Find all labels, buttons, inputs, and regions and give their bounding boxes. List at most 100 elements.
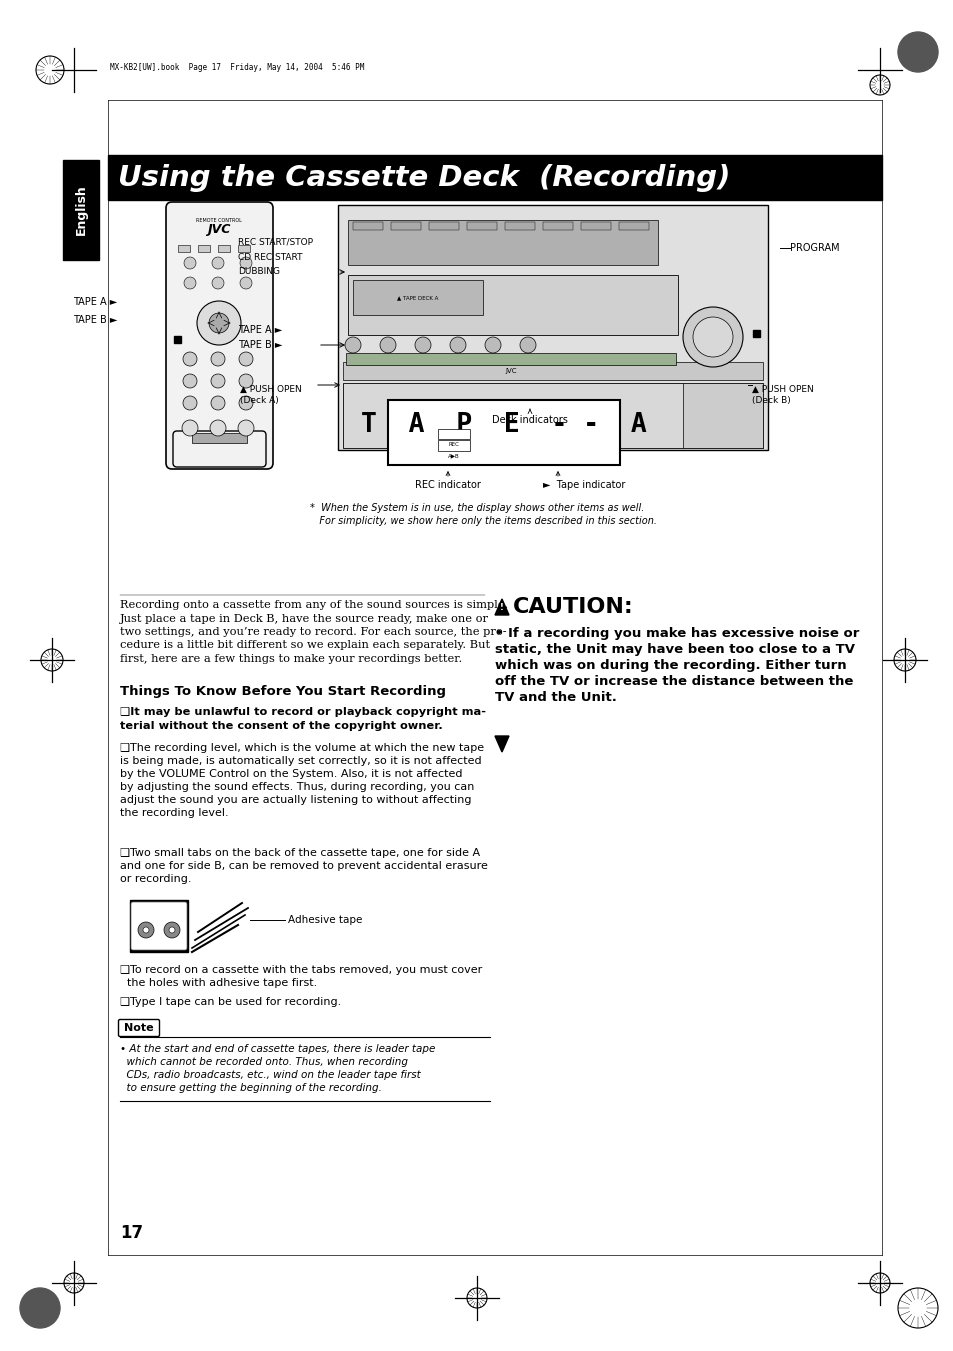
Circle shape (143, 927, 149, 934)
Circle shape (183, 353, 196, 366)
Text: JVC: JVC (511, 428, 534, 442)
Bar (198, 245, 210, 253)
Text: Note: Note (124, 1023, 153, 1034)
Circle shape (379, 336, 395, 353)
Bar (618, 222, 648, 230)
Polygon shape (495, 598, 509, 615)
Bar (348, 276, 678, 335)
Circle shape (210, 420, 226, 436)
Circle shape (182, 420, 198, 436)
Bar (353, 222, 382, 230)
Text: REMOTE CONTROL: REMOTE CONTROL (196, 219, 242, 223)
Text: PROGRAM: PROGRAM (789, 243, 839, 253)
FancyBboxPatch shape (131, 902, 187, 950)
Circle shape (212, 257, 224, 269)
Text: ❑To record on a cassette with the tabs removed, you must cover: ❑To record on a cassette with the tabs r… (120, 965, 482, 975)
Text: ❑It may be unlawful to record or playback copyright ma-: ❑It may be unlawful to record or playbac… (120, 707, 485, 717)
Text: Adhesive tape: Adhesive tape (288, 915, 362, 925)
Text: and one for side B, can be removed to prevent accidental erasure: and one for side B, can be removed to pr… (120, 861, 487, 871)
Text: TV and the Unit.: TV and the Unit. (495, 690, 617, 704)
Circle shape (239, 396, 253, 409)
Bar (437, 430, 470, 439)
Text: which was on during the recording. Either turn: which was on during the recording. Eithe… (495, 659, 845, 671)
Circle shape (450, 336, 465, 353)
Text: two settings, and you’re ready to record. For each source, the pro-: two settings, and you’re ready to record… (120, 627, 506, 638)
Text: off the TV or increase the distance between the: off the TV or increase the distance betw… (495, 676, 853, 688)
Circle shape (692, 317, 732, 357)
Text: REC indicator: REC indicator (415, 480, 480, 490)
Circle shape (239, 374, 253, 388)
Bar (130, 900, 188, 952)
Text: English: English (74, 185, 88, 235)
Bar (173, 336, 181, 343)
Text: ▲ TAPE DECK A: ▲ TAPE DECK A (396, 296, 438, 300)
Bar (237, 245, 250, 253)
Text: *  When the System is in use, the display shows other items as well.: * When the System is in use, the display… (310, 503, 643, 513)
FancyBboxPatch shape (118, 1020, 159, 1036)
Circle shape (211, 353, 225, 366)
Circle shape (212, 277, 224, 289)
Text: or recording.: or recording. (120, 874, 192, 884)
Text: !: ! (499, 604, 503, 612)
Circle shape (211, 374, 225, 388)
Circle shape (20, 1288, 60, 1328)
Circle shape (240, 257, 252, 269)
Bar (346, 353, 676, 365)
Polygon shape (495, 736, 509, 753)
Text: TAPE A ►: TAPE A ► (237, 326, 282, 335)
Bar (343, 362, 762, 380)
Bar (467, 222, 497, 230)
Text: • If a recording you make has excessive noise or: • If a recording you make has excessive … (495, 627, 859, 640)
Text: ❑Two small tabs on the back of the cassette tape, one for side A: ❑Two small tabs on the back of the casse… (120, 848, 479, 858)
Text: ❑Type I tape can be used for recording.: ❑Type I tape can be used for recording. (120, 997, 341, 1006)
Bar (178, 245, 190, 253)
Text: TAPE A ►: TAPE A ► (72, 297, 117, 307)
Circle shape (184, 277, 195, 289)
Circle shape (209, 313, 229, 332)
Circle shape (196, 301, 241, 345)
Text: the recording level.: the recording level. (120, 808, 229, 817)
Bar (504, 222, 535, 230)
Text: which cannot be recorded onto. Thus, when recording: which cannot be recorded onto. Thus, whe… (120, 1056, 408, 1067)
Text: Deck indicators: Deck indicators (492, 415, 567, 426)
Bar (388, 400, 619, 465)
Bar (63, 159, 99, 259)
Text: the holes with adhesive tape first.: the holes with adhesive tape first. (120, 978, 317, 988)
Circle shape (345, 336, 360, 353)
Circle shape (237, 420, 253, 436)
Text: REC START/STOP: REC START/STOP (237, 238, 313, 246)
Bar (343, 382, 762, 449)
Bar (108, 155, 882, 200)
Text: 17: 17 (120, 1224, 143, 1242)
Text: Things To Know Before You Start Recording: Things To Know Before You Start Recordin… (120, 685, 446, 698)
Circle shape (138, 921, 153, 938)
Bar (752, 330, 760, 336)
Circle shape (240, 277, 252, 289)
Text: CD REC START: CD REC START (237, 253, 302, 262)
Circle shape (169, 927, 174, 934)
Bar (542, 222, 573, 230)
Bar (580, 222, 610, 230)
Text: For simplicity, we show here only the items described in this section.: For simplicity, we show here only the it… (310, 516, 657, 526)
Circle shape (239, 353, 253, 366)
Text: by the VOLUME Control on the System. Also, it is not affected: by the VOLUME Control on the System. Als… (120, 769, 462, 780)
Circle shape (184, 257, 195, 269)
FancyBboxPatch shape (166, 203, 273, 469)
Text: • At the start and end of cassette tapes, there is leader tape: • At the start and end of cassette tapes… (120, 1044, 435, 1054)
Text: A▶B: A▶B (448, 454, 459, 458)
Bar (391, 222, 420, 230)
Text: cedure is a little bit different so we explain each separately. But: cedure is a little bit different so we e… (120, 640, 490, 650)
Text: terial without the consent of the copyright owner.: terial without the consent of the copyri… (120, 721, 442, 731)
Text: Just place a tape in Deck B, have the source ready, make one or: Just place a tape in Deck B, have the so… (120, 613, 489, 624)
Text: Using the Cassette Deck  (Recording): Using the Cassette Deck (Recording) (118, 163, 730, 192)
Text: to ensure getting the beginning of the recording.: to ensure getting the beginning of the r… (120, 1084, 381, 1093)
Circle shape (183, 374, 196, 388)
Bar (353, 280, 482, 315)
Text: CAUTION:: CAUTION: (513, 597, 633, 617)
Text: DUBBING: DUBBING (237, 267, 280, 277)
Bar (192, 434, 247, 443)
Text: TAPE B ►: TAPE B ► (72, 315, 117, 326)
Circle shape (897, 32, 937, 72)
Text: CDs, radio broadcasts, etc., wind on the leader tape first: CDs, radio broadcasts, etc., wind on the… (120, 1070, 420, 1079)
Text: REC: REC (448, 442, 459, 446)
